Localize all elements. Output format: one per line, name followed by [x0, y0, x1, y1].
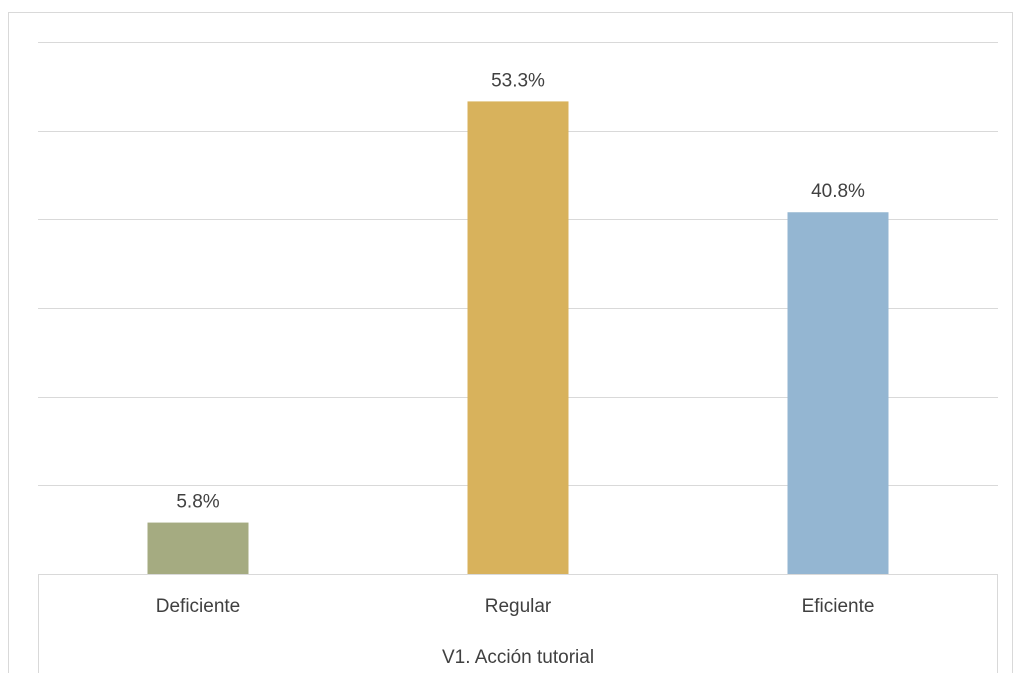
tick-label-deficiente: Deficiente [156, 596, 241, 617]
tick-label-regular: Regular [485, 596, 552, 617]
bar-deficiente [147, 522, 249, 574]
tick-label-eficiente: Eficiente [802, 596, 875, 617]
axis-title: V1. Acción tutorial [442, 647, 594, 668]
bar-eficiente [787, 212, 889, 575]
bar-regular [467, 101, 569, 574]
chart-area-border [8, 12, 1013, 678]
data-label-deficiente: 5.8% [176, 492, 219, 513]
data-label-eficiente: 40.8% [811, 181, 865, 202]
category-tick-labels: Deficiente Regular Eficiente [156, 596, 875, 617]
bars [147, 101, 889, 575]
data-labels: 5.8% 53.3% 40.8% [176, 70, 865, 512]
category-axis [38, 574, 998, 673]
data-label-regular: 53.3% [491, 70, 545, 91]
